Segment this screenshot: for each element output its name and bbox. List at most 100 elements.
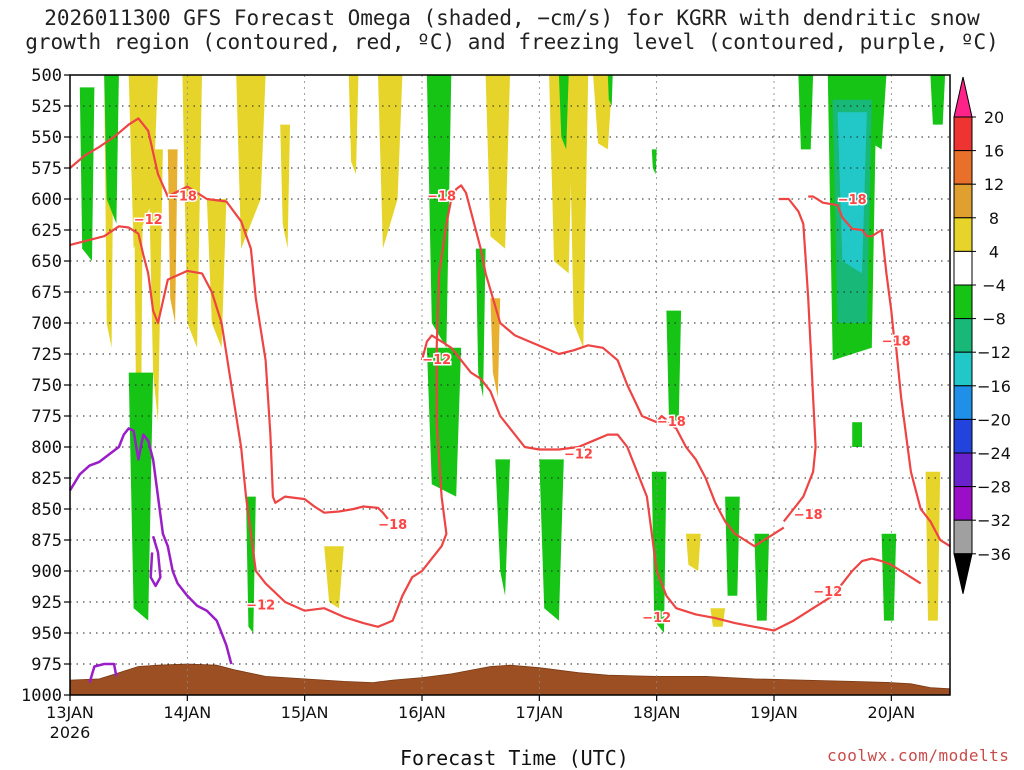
y-tick-label-1: 525: [31, 97, 62, 117]
x-tick-label-3: 16JAN: [398, 703, 446, 722]
omega-region-14: [490, 298, 501, 398]
omega-region-18: [686, 533, 701, 571]
colorbar-top-arrow: [953, 76, 973, 118]
colorbar-block-1: [953, 150, 973, 185]
colorbar-block-0: [953, 116, 973, 152]
colorbar: 20 16 12 8 4 −4 −8 −12 −16 −20 −24 −28 −32 −36: [953, 76, 1011, 594]
colorbar-label-3: 8: [989, 209, 999, 228]
y-tick-label-16: 900: [31, 562, 62, 582]
omega-region-13: [485, 75, 510, 249]
omega-region-36: [798, 75, 814, 150]
y-tick-label-14: 850: [31, 500, 62, 520]
y-tick-label-2: 550: [31, 128, 62, 148]
x-tick-label-2: 15JAN: [281, 703, 329, 722]
y-tick-label-9: 725: [31, 345, 62, 365]
contour-line-6: [895, 347, 951, 548]
omega-region-32: [651, 471, 667, 633]
colorbar-label-7: −12: [977, 343, 1011, 362]
omega-region-40: [881, 533, 897, 621]
contour-line-1: [69, 184, 668, 628]
omega-region-11: [324, 546, 344, 609]
contour-line-3: [808, 195, 898, 349]
contour-label-1: −12: [134, 213, 163, 228]
omega-region-28: [495, 459, 510, 596]
y-tick-label-15: 875: [31, 531, 62, 551]
terrain-layer: [69, 663, 951, 696]
y-tick-label-6: 650: [31, 252, 62, 272]
y-tick-label-10: 750: [31, 376, 62, 396]
y-tick-label-18: 950: [31, 624, 62, 644]
omega-region-21: [79, 87, 95, 262]
contour-label-2: −12: [246, 599, 275, 614]
contour-label-7: −18: [657, 415, 686, 430]
omega-region-22: [104, 75, 119, 224]
omega-region-16: [568, 75, 589, 348]
colorbar-block-8: [953, 385, 973, 420]
colorbar-label-1: 16: [984, 142, 1004, 161]
omega-region-5: [182, 75, 202, 348]
contour-label-5: −12: [422, 353, 451, 368]
contour-label-10: −12: [813, 585, 842, 600]
x-tick-label-6: 19JAN: [750, 703, 798, 722]
contour-label-8: −12: [642, 611, 671, 626]
contour-label-3: −18: [378, 518, 407, 533]
omega-region-10: [378, 75, 403, 249]
colorbar-label-12: −32: [977, 511, 1011, 530]
terrain-area: [69, 663, 951, 696]
shaded-layer: [79, 75, 946, 633]
x-tick-label-1: 14JAN: [163, 703, 211, 722]
omega-region-19: [710, 608, 726, 627]
omega-region-23: [128, 372, 154, 621]
y-tick-label-3: 575: [31, 159, 62, 179]
colorbar-block-6: [953, 318, 973, 353]
colorbar-label-9: −20: [977, 410, 1011, 429]
axes-layer: 500 525 550 575 600 625 650 675 700 725 750 775 800 8…: [21, 66, 915, 742]
y-tick-label-4: 600: [31, 190, 62, 210]
omega-region-6: [206, 199, 227, 348]
contour-line-8: [88, 662, 118, 683]
y-tick-label-19: 975: [31, 655, 62, 675]
omega-region-20: [925, 471, 941, 621]
contour-label-0: −18: [168, 190, 197, 205]
omega-region-8: [280, 124, 290, 249]
colorbar-block-5: [953, 284, 973, 320]
colorbar-label-5: −4: [982, 276, 1006, 295]
omega-region-2: [133, 124, 144, 447]
grid-layer: [69, 74, 950, 696]
y-tick-label-8: 700: [31, 314, 62, 334]
chart-title: 2026011300 GFS Forecast Omega (shaded, −…: [0, 6, 1024, 54]
colorbar-label-4: 4: [989, 242, 999, 261]
contour-line-2: [420, 334, 922, 632]
omega-region-41: [930, 75, 946, 125]
omega-region-24: [246, 496, 256, 633]
y-tick-label-7: 675: [31, 283, 62, 303]
x-tick-label-5: 18JAN: [633, 703, 681, 722]
chart-title-line2: growth region (contoured, red, ºC) and f…: [25, 30, 999, 54]
contour-line-0: [69, 117, 389, 520]
x-tick-label-4: 17JAN: [515, 703, 563, 722]
omega-region-15: [549, 75, 574, 274]
omega-region-25: [426, 75, 452, 348]
contour-label-6: −12: [564, 447, 593, 462]
colorbar-label-2: 12: [984, 175, 1004, 194]
colorbar-label-8: −16: [977, 377, 1011, 396]
contour-layer: [68, 117, 951, 683]
omega-region-7: [236, 75, 266, 249]
omega-region-34: [725, 496, 740, 596]
contour-label-4: −18: [427, 190, 456, 205]
colorbar-bottom-arrow: [953, 553, 973, 594]
colorbar-block-3: [953, 217, 973, 252]
omega-region-39: [852, 422, 862, 447]
omega-region-38: [866, 75, 887, 150]
y-tick-label-0: 500: [31, 66, 62, 86]
x-tick-label-0: 13JAN: [46, 703, 94, 722]
omega-region-31: [607, 75, 613, 106]
colorbar-block-7: [953, 351, 973, 387]
y-tick-label-13: 825: [31, 469, 62, 489]
colorbar-label-0: 20: [984, 108, 1004, 127]
colorbar-block-9: [953, 418, 973, 454]
contour-label-9: −18: [794, 508, 823, 523]
omega-region-33: [666, 310, 682, 423]
omega-region-30: [558, 75, 569, 150]
